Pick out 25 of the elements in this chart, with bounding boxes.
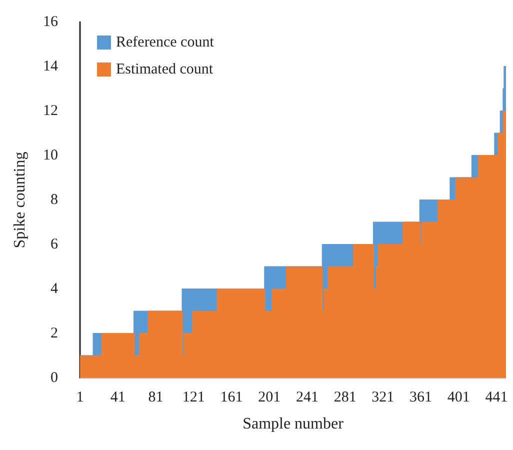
y-tick-label: 16 [43, 14, 58, 30]
x-tick-label: 281 [334, 390, 356, 406]
y-axis-title: Spike counting [12, 152, 28, 248]
x-tick-label: 161 [220, 390, 243, 406]
x-tick-label: 361 [410, 390, 432, 406]
x-tick-label: 81 [148, 390, 164, 406]
y-tick-label: 12 [43, 103, 58, 119]
x-tick-label: 241 [296, 390, 318, 406]
y-tick-label: 8 [50, 192, 58, 208]
x-tick-label: 401 [447, 390, 470, 406]
x-axis-title: Sample number [242, 416, 344, 432]
y-tick-label: 6 [50, 236, 58, 252]
x-tick-label: 201 [258, 390, 281, 406]
x-tick-label: 321 [372, 390, 394, 406]
x-tick-label: 41 [110, 390, 126, 406]
legend-label: Reference count [116, 34, 215, 50]
y-tick-label: 4 [50, 281, 58, 297]
y-tick-label: 0 [50, 370, 58, 386]
x-tick-label: 121 [182, 390, 205, 406]
y-tick-label: 2 [50, 326, 58, 342]
y-tick-label: 14 [43, 58, 58, 74]
y-tick-label: 10 [43, 148, 58, 164]
x-tick-label: 1 [76, 390, 84, 406]
x-tick-label: 441 [485, 390, 508, 406]
legend-label: Estimated count [116, 62, 214, 78]
